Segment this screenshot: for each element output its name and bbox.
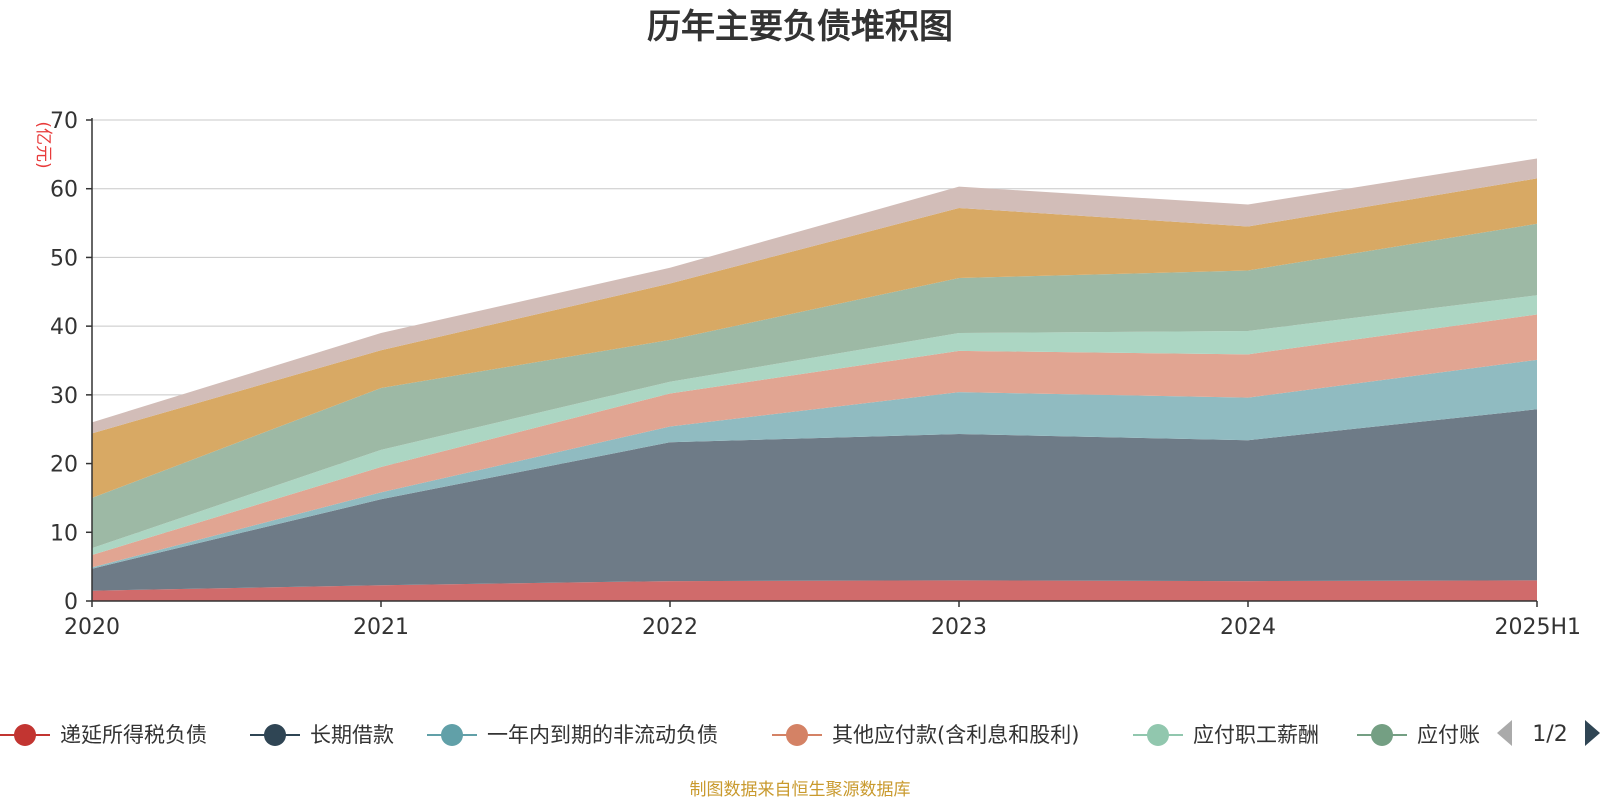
legend-label: 其他应付款(含利息和股利) xyxy=(832,723,1079,747)
legend-marker-icon xyxy=(264,724,286,746)
chart-title: 历年主要负债堆积图 xyxy=(647,7,953,47)
area-series-1 xyxy=(92,409,1537,591)
legend-label: 长期借款 xyxy=(310,723,394,747)
legend-item[interactable]: 一年内到期的非流动负债 xyxy=(427,723,718,747)
legend-item[interactable]: 应付职工薪酬 xyxy=(1133,723,1319,747)
y-tick-label: 10 xyxy=(50,521,78,546)
x-tick-label: 2023 xyxy=(931,615,987,640)
area-series-6 xyxy=(92,178,1537,498)
legend-label: 一年内到期的非流动负债 xyxy=(487,723,718,747)
legend-next-page-icon[interactable] xyxy=(1585,720,1600,746)
legend-prev-page-icon[interactable] xyxy=(1497,720,1512,746)
y-tick-label: 30 xyxy=(50,384,78,409)
legend-label: 应付账 xyxy=(1417,723,1480,747)
area-series-7 xyxy=(92,158,1537,434)
data-source-note: 制图数据来自恒生聚源数据库 xyxy=(690,780,911,800)
y-tick-label: 70 xyxy=(50,109,78,134)
area-series-3 xyxy=(92,314,1537,568)
area-series xyxy=(92,158,1537,601)
area-series-4 xyxy=(92,295,1537,555)
y-tick-label: 0 xyxy=(64,590,78,615)
area-series-5 xyxy=(92,223,1537,549)
area-series-2 xyxy=(92,359,1537,569)
x-tick-label: 2024 xyxy=(1220,615,1276,640)
legend-marker-icon xyxy=(1371,724,1393,746)
axes: 0 10 20 30 40 50 60 70 2020 2021 2022 2023 2024 2025H… xyxy=(50,109,1581,640)
legend-page-indicator: 1/2 xyxy=(1532,722,1567,747)
x-tick-label: 2020 xyxy=(64,615,120,640)
y-tick-label: 60 xyxy=(50,178,78,203)
legend-marker-icon xyxy=(14,724,36,746)
y-axis-unit: (亿元) xyxy=(33,121,53,168)
area-series-0 xyxy=(92,580,1537,601)
x-tick-label: 2021 xyxy=(353,615,409,640)
legend: 递延所得税负债 长期借款 一年内到期的非流动负债 其他应付款(含利息和股利) 应付职工薪… xyxy=(0,720,1600,747)
legend-label: 递延所得税负债 xyxy=(60,723,207,747)
legend-item[interactable]: 应付账 xyxy=(1357,723,1480,747)
x-tick-label: 2022 xyxy=(642,615,698,640)
y-tick-label: 40 xyxy=(50,315,78,340)
y-tick-label: 50 xyxy=(50,246,78,271)
x-tick-label: 2025H1 xyxy=(1494,615,1581,640)
y-tick-label: 20 xyxy=(50,453,78,478)
legend-item[interactable]: 其他应付款(含利息和股利) xyxy=(772,723,1079,747)
legend-item[interactable]: 递延所得税负债 xyxy=(0,723,207,747)
legend-marker-icon xyxy=(786,724,808,746)
legend-item[interactable]: 长期借款 xyxy=(250,723,394,747)
legend-marker-icon xyxy=(441,724,463,746)
legend-marker-icon xyxy=(1147,724,1169,746)
legend-label: 应付职工薪酬 xyxy=(1193,723,1319,747)
